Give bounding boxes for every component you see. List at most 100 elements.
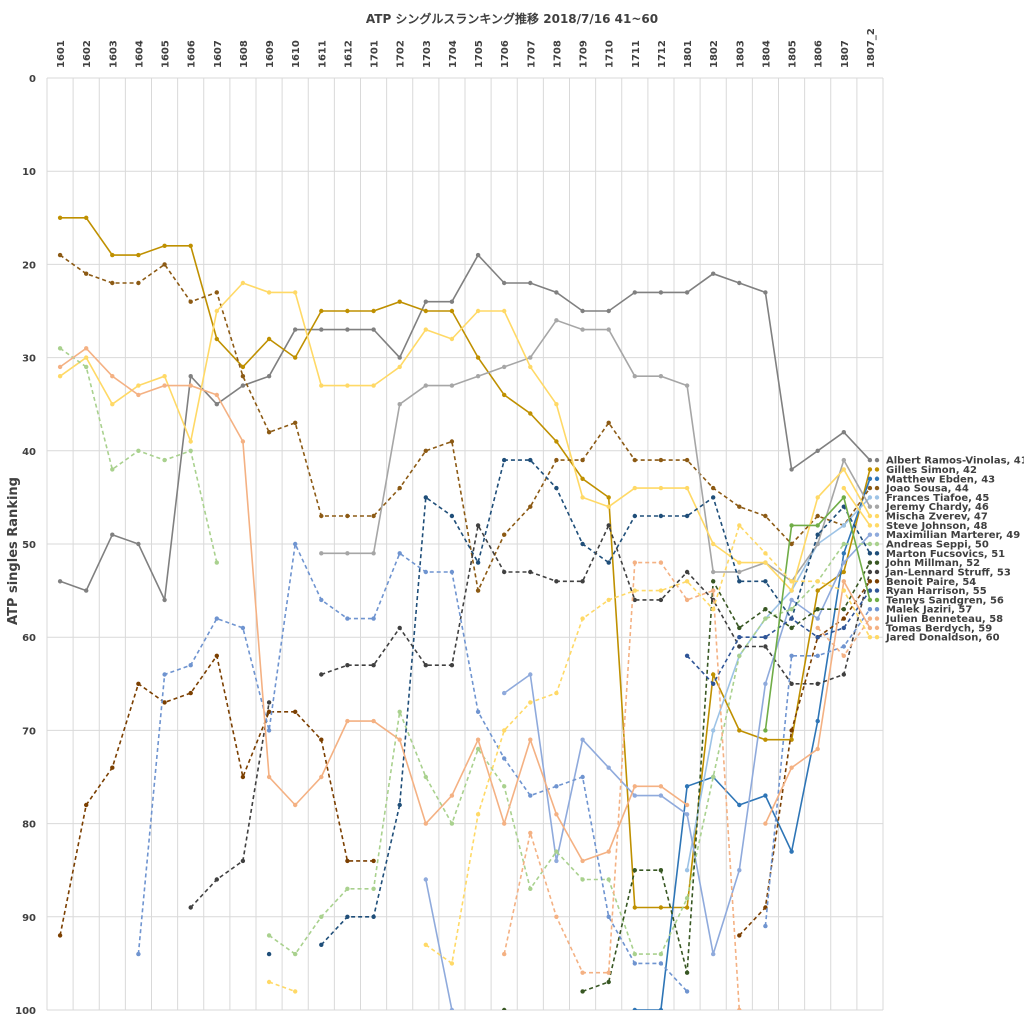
data-point <box>475 709 481 714</box>
data-point <box>136 448 141 453</box>
data-point <box>423 877 428 882</box>
data-point <box>502 569 507 575</box>
data-point <box>867 457 873 463</box>
data-point <box>188 663 193 668</box>
data-point <box>711 495 716 500</box>
y-axis-ticks: 0 10 20 30 40 50 60 70 80 90 100 <box>15 74 36 1017</box>
data-point <box>554 579 559 584</box>
label-marker <box>874 551 880 556</box>
data-point <box>737 868 742 873</box>
data-point <box>188 448 193 453</box>
series-label: Frances Tiafoe, 45 <box>886 493 989 504</box>
data-point <box>502 364 507 370</box>
series-2 <box>57 215 873 910</box>
data-point <box>475 737 481 742</box>
data-point <box>867 504 873 509</box>
data-point <box>554 914 559 919</box>
data-point <box>737 280 742 286</box>
data-point <box>57 374 63 379</box>
data-point <box>632 961 637 966</box>
data-point <box>136 681 141 686</box>
data-point <box>423 299 428 304</box>
data-point <box>684 784 690 789</box>
data-point <box>841 467 846 472</box>
data-point <box>580 858 585 864</box>
series-line <box>59 254 871 594</box>
data-point <box>867 551 873 556</box>
data-point <box>502 308 507 314</box>
data-point <box>606 420 611 425</box>
data-point <box>345 663 350 668</box>
data-point <box>580 877 585 882</box>
data-point <box>397 364 402 370</box>
data-point <box>684 905 690 910</box>
data-point <box>815 513 820 519</box>
data-point <box>84 588 89 593</box>
series-label: John Millman, 52 <box>885 558 980 569</box>
data-point <box>57 933 63 938</box>
data-point <box>554 402 559 407</box>
data-point <box>240 280 246 286</box>
data-point <box>867 476 873 481</box>
data-point <box>371 513 376 519</box>
x-tick-label: 1706 <box>500 40 511 68</box>
data-point <box>684 970 690 975</box>
data-point <box>502 756 507 761</box>
data-point <box>632 784 637 789</box>
x-tick-label: 1805 <box>788 40 799 68</box>
data-point <box>606 877 611 882</box>
data-point <box>684 989 690 994</box>
x-tick-label: 1701 <box>370 40 381 68</box>
label-marker <box>874 532 880 537</box>
data-point <box>684 653 690 658</box>
data-point <box>528 411 533 416</box>
data-point <box>841 569 846 575</box>
data-point <box>345 914 350 919</box>
data-point <box>841 485 846 491</box>
data-point <box>632 868 637 873</box>
series-line <box>59 253 871 603</box>
data-point <box>84 346 89 351</box>
x-tick-label: 1712 <box>657 40 668 68</box>
data-point <box>789 523 794 528</box>
data-point <box>815 653 820 658</box>
data-point <box>57 252 63 258</box>
data-point <box>214 616 219 621</box>
x-tick-label: 1802 <box>709 40 720 68</box>
data-point <box>266 336 272 342</box>
data-point <box>789 625 794 631</box>
label-marker <box>874 597 880 603</box>
data-point <box>319 383 324 388</box>
data-point <box>84 215 89 220</box>
data-point <box>789 681 794 686</box>
series-label: Matthew Ebden, 43 <box>886 474 995 485</box>
data-point <box>711 485 716 491</box>
data-point <box>711 588 716 593</box>
data-point <box>240 364 246 370</box>
data-point <box>188 299 193 304</box>
data-point <box>214 877 219 882</box>
label-marker <box>874 569 880 575</box>
data-point <box>711 541 716 547</box>
data-point <box>658 905 664 910</box>
data-point <box>319 914 324 919</box>
data-point <box>397 625 402 631</box>
data-point <box>815 746 820 752</box>
series-label: Malek Jaziri, 57 <box>886 605 972 616</box>
data-point <box>737 802 742 808</box>
data-point <box>84 355 89 360</box>
data-point <box>867 532 873 537</box>
data-point <box>162 243 167 248</box>
data-point <box>475 746 481 752</box>
data-point <box>658 784 664 789</box>
data-point <box>841 625 846 631</box>
data-point <box>632 597 637 603</box>
data-point <box>162 700 167 705</box>
data-point <box>763 793 768 798</box>
data-point <box>136 951 141 957</box>
data-point <box>502 821 507 826</box>
data-point <box>528 793 533 798</box>
series-line <box>634 478 871 1010</box>
data-point <box>319 308 324 314</box>
data-point <box>110 532 115 537</box>
